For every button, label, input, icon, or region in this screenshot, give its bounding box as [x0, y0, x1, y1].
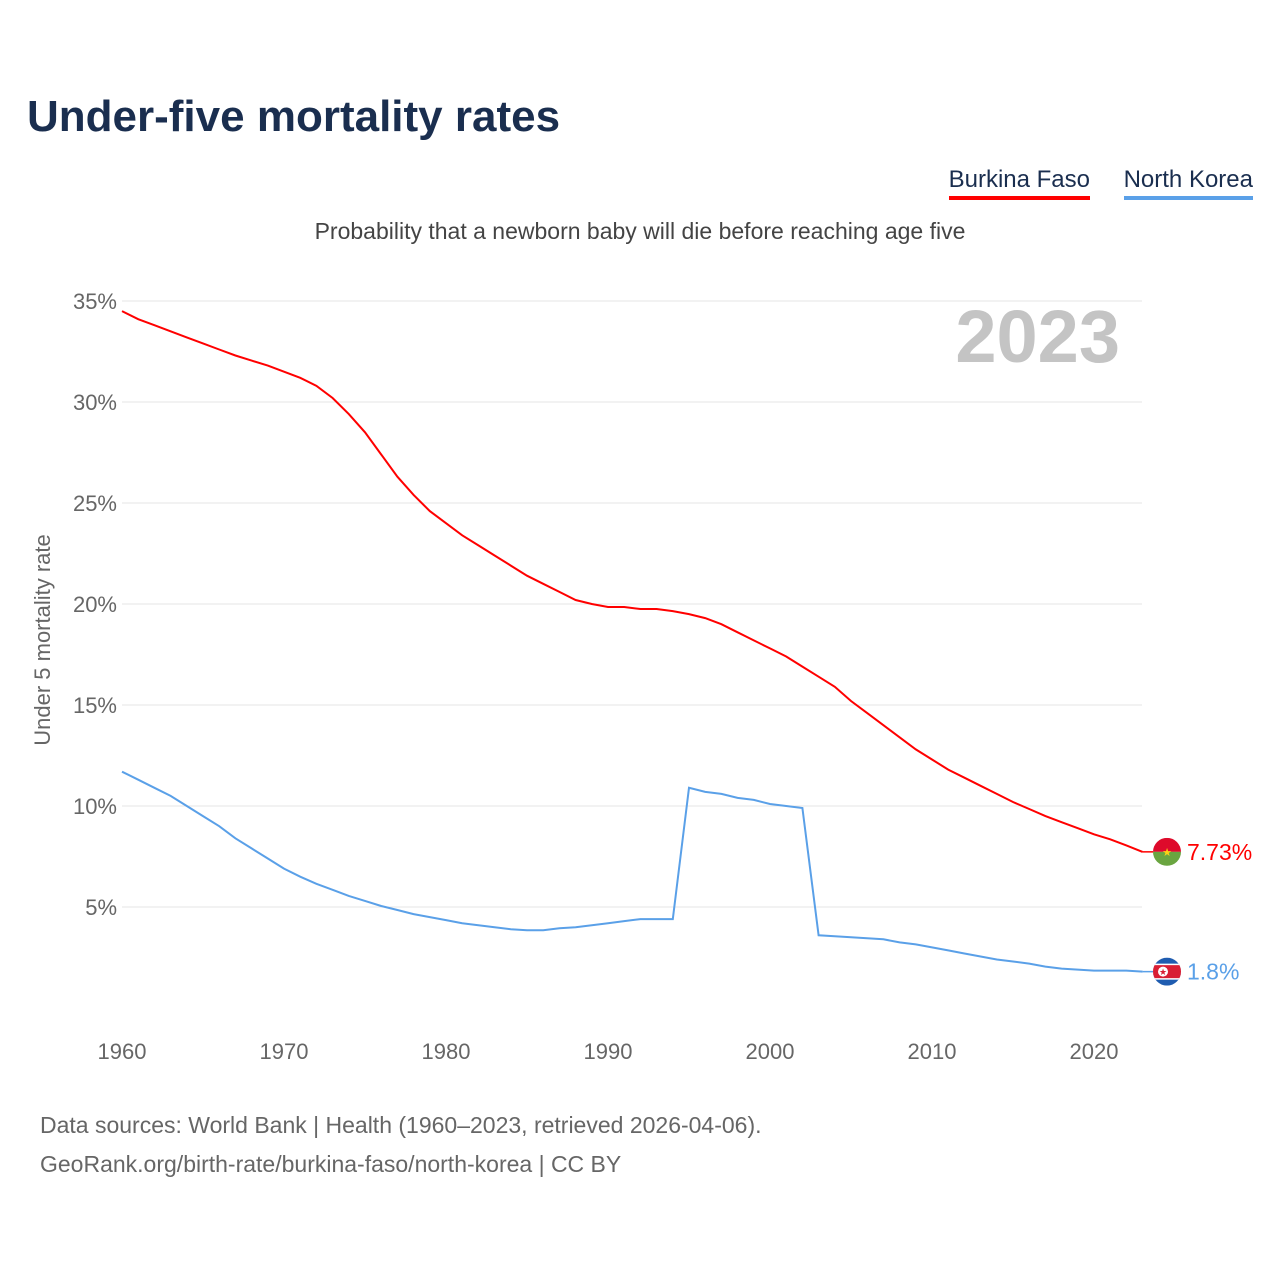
legend-item-north-korea[interactable]: North Korea [1123, 166, 1253, 200]
x-tick-label: 2010 [908, 1039, 957, 1064]
y-axis-label: Under 5 mortality rate [30, 534, 55, 746]
x-tick-label: 2020 [1070, 1039, 1119, 1064]
x-tick-label: 1960 [98, 1039, 147, 1064]
legend-item-burkina-faso[interactable]: Burkina Faso [948, 166, 1090, 200]
y-tick-label: 15% [73, 693, 117, 718]
x-tick-label: 1990 [584, 1039, 633, 1064]
y-tick-label: 10% [73, 794, 117, 819]
burkina-faso-flag-icon: ★ [1153, 837, 1181, 866]
y-tick-label: 5% [85, 895, 117, 920]
y-tick-label: 25% [73, 491, 117, 516]
x-tick-label: 1970 [260, 1039, 309, 1064]
svg-text:★: ★ [1159, 967, 1167, 977]
x-tick-label: 1980 [422, 1039, 471, 1064]
source-line: Data sources: World Bank | Health (1960–… [40, 1112, 762, 1138]
north-korea-flag-icon: ★ [1153, 957, 1181, 986]
series-line-burkina-faso[interactable] [121, 310, 1143, 853]
end-value-label: 7.73% [1187, 839, 1252, 865]
x-tick-label: 2000 [746, 1039, 795, 1064]
y-tick-label: 35% [73, 289, 117, 314]
source-link[interactable]: GeoRank.org/birth-rate/burkina-faso/nort… [40, 1151, 622, 1177]
y-tick-label: 20% [73, 592, 117, 617]
chart-subtitle: Probability that a newborn baby will die… [314, 218, 966, 244]
data-source: Data sources: World Bank | Health (1960–… [40, 1106, 762, 1184]
end-value-label: 1.8% [1187, 959, 1239, 985]
y-tick-label: 30% [73, 390, 117, 415]
svg-text:★: ★ [1162, 847, 1172, 859]
series-line-north-korea[interactable] [121, 770, 1143, 973]
chart-title: Under-five mortality rates [27, 92, 561, 141]
year-watermark: 2023 [955, 295, 1120, 378]
